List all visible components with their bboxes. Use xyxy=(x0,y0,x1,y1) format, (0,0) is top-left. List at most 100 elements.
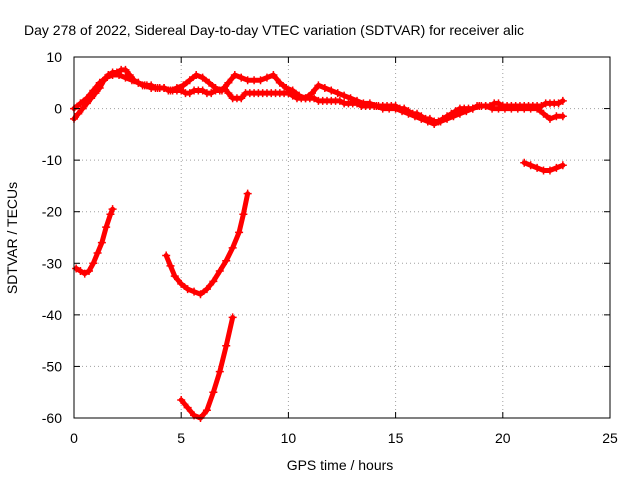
data-point xyxy=(102,73,111,82)
data-point xyxy=(183,285,192,294)
data-point xyxy=(256,76,265,85)
y-tick-label: -50 xyxy=(42,358,62,374)
data-point xyxy=(115,71,124,80)
data-point xyxy=(121,65,130,74)
data-point xyxy=(346,94,355,103)
data-point xyxy=(327,86,336,95)
data-point xyxy=(205,78,214,87)
y-tick-label: -60 xyxy=(42,410,62,426)
data-point xyxy=(134,78,143,87)
data-point xyxy=(365,99,374,108)
y-tick-label: -30 xyxy=(42,255,62,271)
y-tick-label: -40 xyxy=(42,307,62,323)
data-point xyxy=(398,107,407,116)
data-point xyxy=(202,406,211,415)
data-point xyxy=(558,112,567,121)
data-point xyxy=(449,112,458,121)
data-point xyxy=(198,86,207,95)
series-1 xyxy=(70,65,567,126)
data-point xyxy=(82,94,91,103)
data-point xyxy=(237,94,246,103)
x-tick-label: 15 xyxy=(388,430,404,446)
series-6 xyxy=(520,158,567,175)
data-point xyxy=(353,96,362,105)
data-point xyxy=(211,83,220,92)
data-point xyxy=(207,89,216,98)
data-point xyxy=(190,287,199,296)
data-point xyxy=(558,161,567,170)
data-point xyxy=(106,210,115,219)
data-point xyxy=(269,71,278,80)
data-layer xyxy=(70,65,567,422)
data-point xyxy=(166,261,175,270)
data-point xyxy=(243,189,252,198)
data-point xyxy=(76,99,85,108)
data-point xyxy=(554,99,563,108)
data-point xyxy=(539,109,548,118)
data-point xyxy=(85,267,94,276)
data-point xyxy=(209,277,218,286)
plot-frame xyxy=(73,56,611,419)
series-5 xyxy=(177,313,237,422)
data-point xyxy=(275,78,284,87)
data-point xyxy=(533,163,542,172)
data-point xyxy=(183,403,192,412)
x-tick-label: 0 xyxy=(70,430,78,446)
data-point xyxy=(209,388,218,397)
data-point xyxy=(224,89,233,98)
data-point xyxy=(237,73,246,82)
data-point xyxy=(314,81,323,90)
data-point xyxy=(192,71,201,80)
x-tick-label: 5 xyxy=(177,430,185,446)
data-point xyxy=(552,163,561,172)
data-point xyxy=(372,101,381,110)
data-point xyxy=(177,279,186,288)
series-trace xyxy=(71,67,566,124)
data-point xyxy=(140,81,149,90)
data-point xyxy=(340,91,349,100)
data-point xyxy=(545,114,554,123)
data-point xyxy=(177,395,186,404)
series-trace xyxy=(178,314,236,421)
series-2 xyxy=(70,71,567,129)
data-point xyxy=(288,86,297,95)
data-point xyxy=(520,158,529,167)
series-trace xyxy=(163,191,251,297)
data-point xyxy=(97,238,106,247)
data-point xyxy=(404,109,413,118)
data-point xyxy=(423,117,432,126)
data-point xyxy=(215,267,224,276)
series-3 xyxy=(72,205,117,278)
data-point xyxy=(102,223,111,232)
data-point xyxy=(526,161,535,170)
y-tick-label: 0 xyxy=(54,101,62,117)
data-point xyxy=(185,89,194,98)
data-point xyxy=(95,78,104,87)
data-point xyxy=(235,228,244,237)
data-point xyxy=(172,83,181,92)
data-point xyxy=(93,248,102,257)
x-tick-label: 10 xyxy=(281,430,297,446)
data-point xyxy=(185,76,194,85)
data-point xyxy=(72,264,81,273)
data-point xyxy=(410,112,419,121)
ticks: 0 5 10 15 20 25 10 0 -10 -20 -30 -40 -50 -60 xyxy=(42,49,618,446)
data-point xyxy=(166,86,175,95)
data-point xyxy=(239,210,248,219)
data-point xyxy=(217,86,226,95)
data-point xyxy=(481,101,490,110)
data-point xyxy=(533,104,542,113)
data-point xyxy=(160,83,169,92)
data-point xyxy=(282,83,291,92)
data-point xyxy=(468,104,477,113)
data-point xyxy=(196,290,205,299)
data-point xyxy=(108,205,117,214)
data-point xyxy=(545,166,554,175)
data-point xyxy=(333,89,342,98)
data-point xyxy=(391,104,400,113)
data-point xyxy=(262,73,271,82)
data-point xyxy=(335,96,344,105)
data-point xyxy=(76,267,85,276)
data-point xyxy=(198,73,207,82)
